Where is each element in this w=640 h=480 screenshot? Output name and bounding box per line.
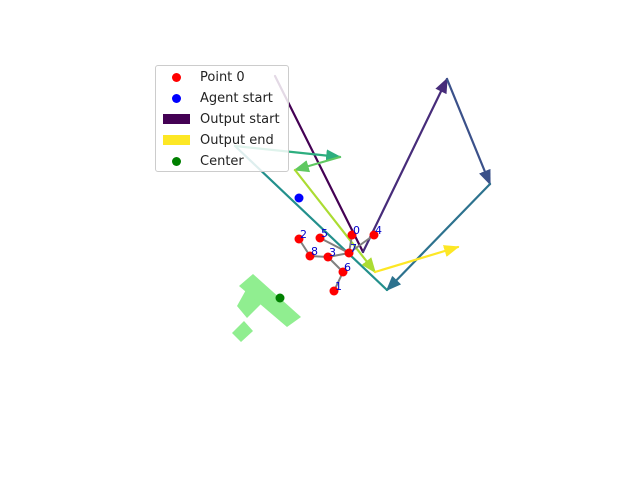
legend-entry-center: Center [156, 151, 290, 171]
point-6 [338, 267, 348, 277]
point-4 [369, 230, 379, 240]
point-0 [347, 230, 357, 240]
legend-label: Point 0 [200, 69, 245, 85]
point-label-1: 1 [335, 280, 342, 293]
legend-label: Output end [200, 132, 274, 148]
point-label-5: 5 [321, 227, 328, 240]
output-path-segment-3 [385, 182, 492, 292]
legend-entry-agent-start: Agent start [156, 88, 290, 108]
center-marker [275, 293, 285, 303]
point-1 [329, 286, 339, 296]
legend-entry-output-start: Output start [156, 109, 290, 129]
point-8 [305, 251, 315, 261]
point-2 [294, 234, 304, 244]
output-path-segment-8 [373, 245, 460, 274]
legend-swatch [162, 113, 190, 125]
point-label-7: 7 [350, 242, 357, 255]
point-label-0: 0 [353, 224, 360, 237]
legend-swatch [162, 155, 190, 167]
output-path-segment-2 [445, 77, 492, 186]
legend-swatch [162, 71, 190, 83]
chart-legend: Point 0 Agent start Output start Output … [155, 65, 289, 172]
chain-edge-7 [319, 237, 350, 254]
legend-swatch [162, 92, 190, 104]
chain-edge-4 [348, 234, 375, 254]
point-3 [323, 252, 333, 262]
point-label-3: 3 [329, 246, 336, 259]
points-series: 0 1 2 3 4 5 6 7 8 [294, 224, 382, 296]
legend-label: Center [200, 153, 244, 169]
output-path-segment-1 [361, 77, 449, 254]
point-label-8: 8 [311, 245, 318, 258]
point-7 [344, 248, 354, 258]
legend-entry-point-0: Point 0 [156, 67, 290, 87]
point-5 [315, 233, 325, 243]
point-label-4: 4 [375, 224, 382, 237]
output-path [233, 74, 492, 292]
legend-label: Output start [200, 111, 280, 127]
point-label-2: 2 [300, 228, 307, 241]
t-shape-object [232, 274, 301, 342]
legend-entry-output-end: Output end [156, 130, 290, 150]
point-label-6: 6 [344, 261, 351, 274]
t-shape-bar [239, 274, 301, 327]
special-markers [275, 193, 304, 303]
legend-swatch [162, 134, 190, 146]
t-shape-stem [232, 288, 262, 342]
output-path-segment-6 [293, 155, 342, 173]
agent-start-marker [294, 193, 304, 203]
output-path-segment-7 [293, 168, 377, 274]
legend-label: Agent start [200, 90, 273, 106]
